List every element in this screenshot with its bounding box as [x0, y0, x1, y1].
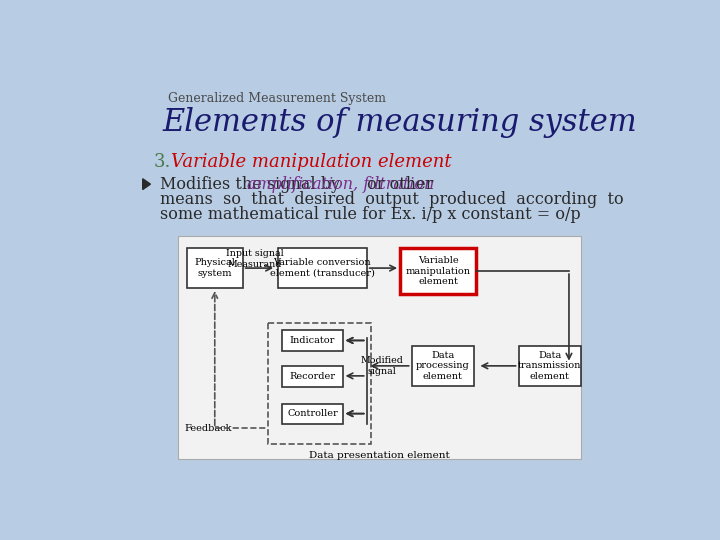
Text: Data
transmission
element: Data transmission element [518, 351, 581, 381]
Text: Variable
manipulation
element: Variable manipulation element [405, 256, 470, 286]
Text: Modifies the signal by: Modifies the signal by [160, 176, 345, 193]
Text: Variable conversion
element (transducer): Variable conversion element (transducer) [270, 258, 374, 278]
Bar [277, 248, 366, 288]
Bar [282, 366, 343, 387]
Bar [518, 346, 580, 386]
Text: Input signal
Measurand: Input signal Measurand [226, 249, 284, 268]
Bar [400, 248, 476, 294]
Bar [282, 330, 343, 351]
Text: Elements of measuring system: Elements of measuring system [162, 107, 636, 138]
Text: means  so  that  desired  output  produced  according  to: means so that desired output produced ac… [160, 191, 624, 208]
Text: some mathematical rule for Ex. i/p x constant = o/p: some mathematical rule for Ex. i/p x con… [160, 206, 580, 224]
Bar [412, 346, 474, 386]
Text: Indicator: Indicator [289, 336, 335, 346]
Bar [187, 248, 243, 288]
Text: 3.: 3. [153, 153, 171, 171]
Bar [178, 236, 580, 459]
Text: Data
processing
element: Data processing element [415, 351, 469, 381]
Bar [282, 403, 343, 424]
Text: Data presentation element: Data presentation element [309, 451, 449, 460]
Text: Recorder: Recorder [289, 372, 336, 381]
Text: amplification, filtration: amplification, filtration [248, 176, 435, 193]
Text: Modified
signal: Modified signal [361, 356, 404, 376]
Polygon shape [143, 179, 150, 190]
Text: Feedback: Feedback [184, 424, 232, 433]
Text: or other: or other [362, 176, 433, 193]
Text: Physical
system: Physical system [194, 258, 235, 278]
Text: Variable manipulation element: Variable manipulation element [171, 153, 451, 171]
Text: Controller: Controller [287, 409, 338, 418]
Text: Generalized Measurement System: Generalized Measurement System [168, 92, 385, 105]
Bar [269, 323, 372, 444]
